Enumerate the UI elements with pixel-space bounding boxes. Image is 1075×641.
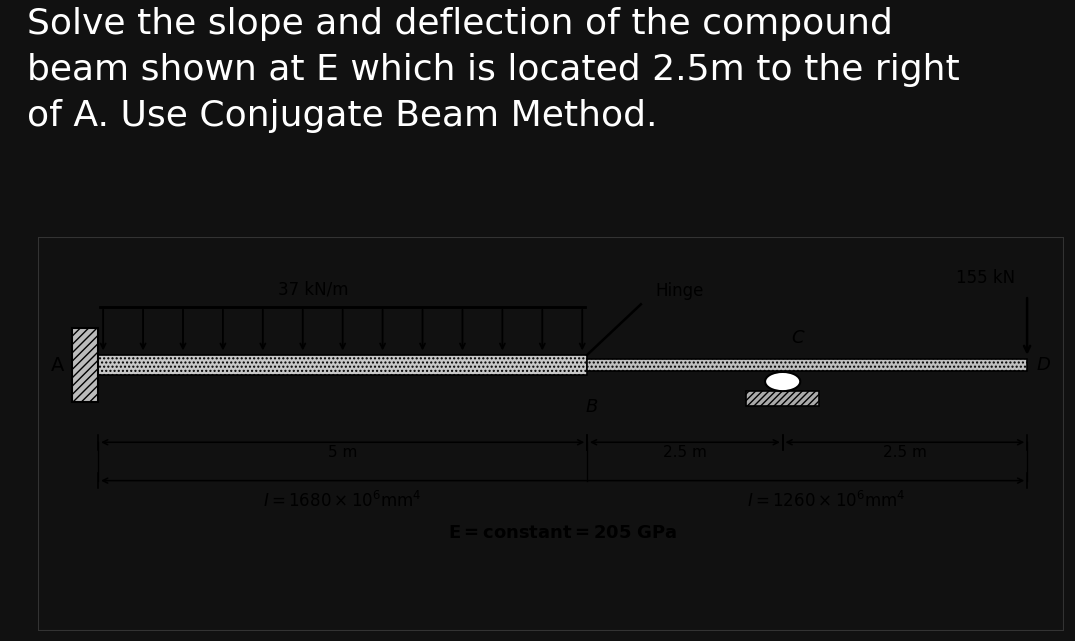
Text: Solve the slope and deflection of the compound
beam shown at E which is located : Solve the slope and deflection of the co… [27,7,960,133]
Text: 2.5 m: 2.5 m [663,445,707,460]
Text: Hinge: Hinge [656,282,704,300]
Bar [72,328,98,403]
Bar [98,355,587,375]
Text: B: B [586,397,598,415]
Text: $I = 1680\times10^6\mathrm{mm}^4$: $I = 1680\times10^6\mathrm{mm}^4$ [263,491,421,512]
Text: $I = 1260\times10^6\mathrm{mm}^4$: $I = 1260\times10^6\mathrm{mm}^4$ [747,491,906,512]
Bar [587,359,1027,371]
Text: 37 kN/m: 37 kN/m [278,281,348,299]
Circle shape [765,372,800,391]
Text: 155 kN: 155 kN [957,269,1016,287]
Bar [746,391,819,406]
Text: 5 m: 5 m [328,445,357,460]
Text: D: D [1037,356,1050,374]
Text: A: A [51,356,64,374]
Text: 2.5 m: 2.5 m [883,445,927,460]
Text: C: C [791,329,804,347]
Text: $\mathbf{E = constant = 205\ GPa}$: $\mathbf{E = constant = 205\ GPa}$ [448,524,677,542]
